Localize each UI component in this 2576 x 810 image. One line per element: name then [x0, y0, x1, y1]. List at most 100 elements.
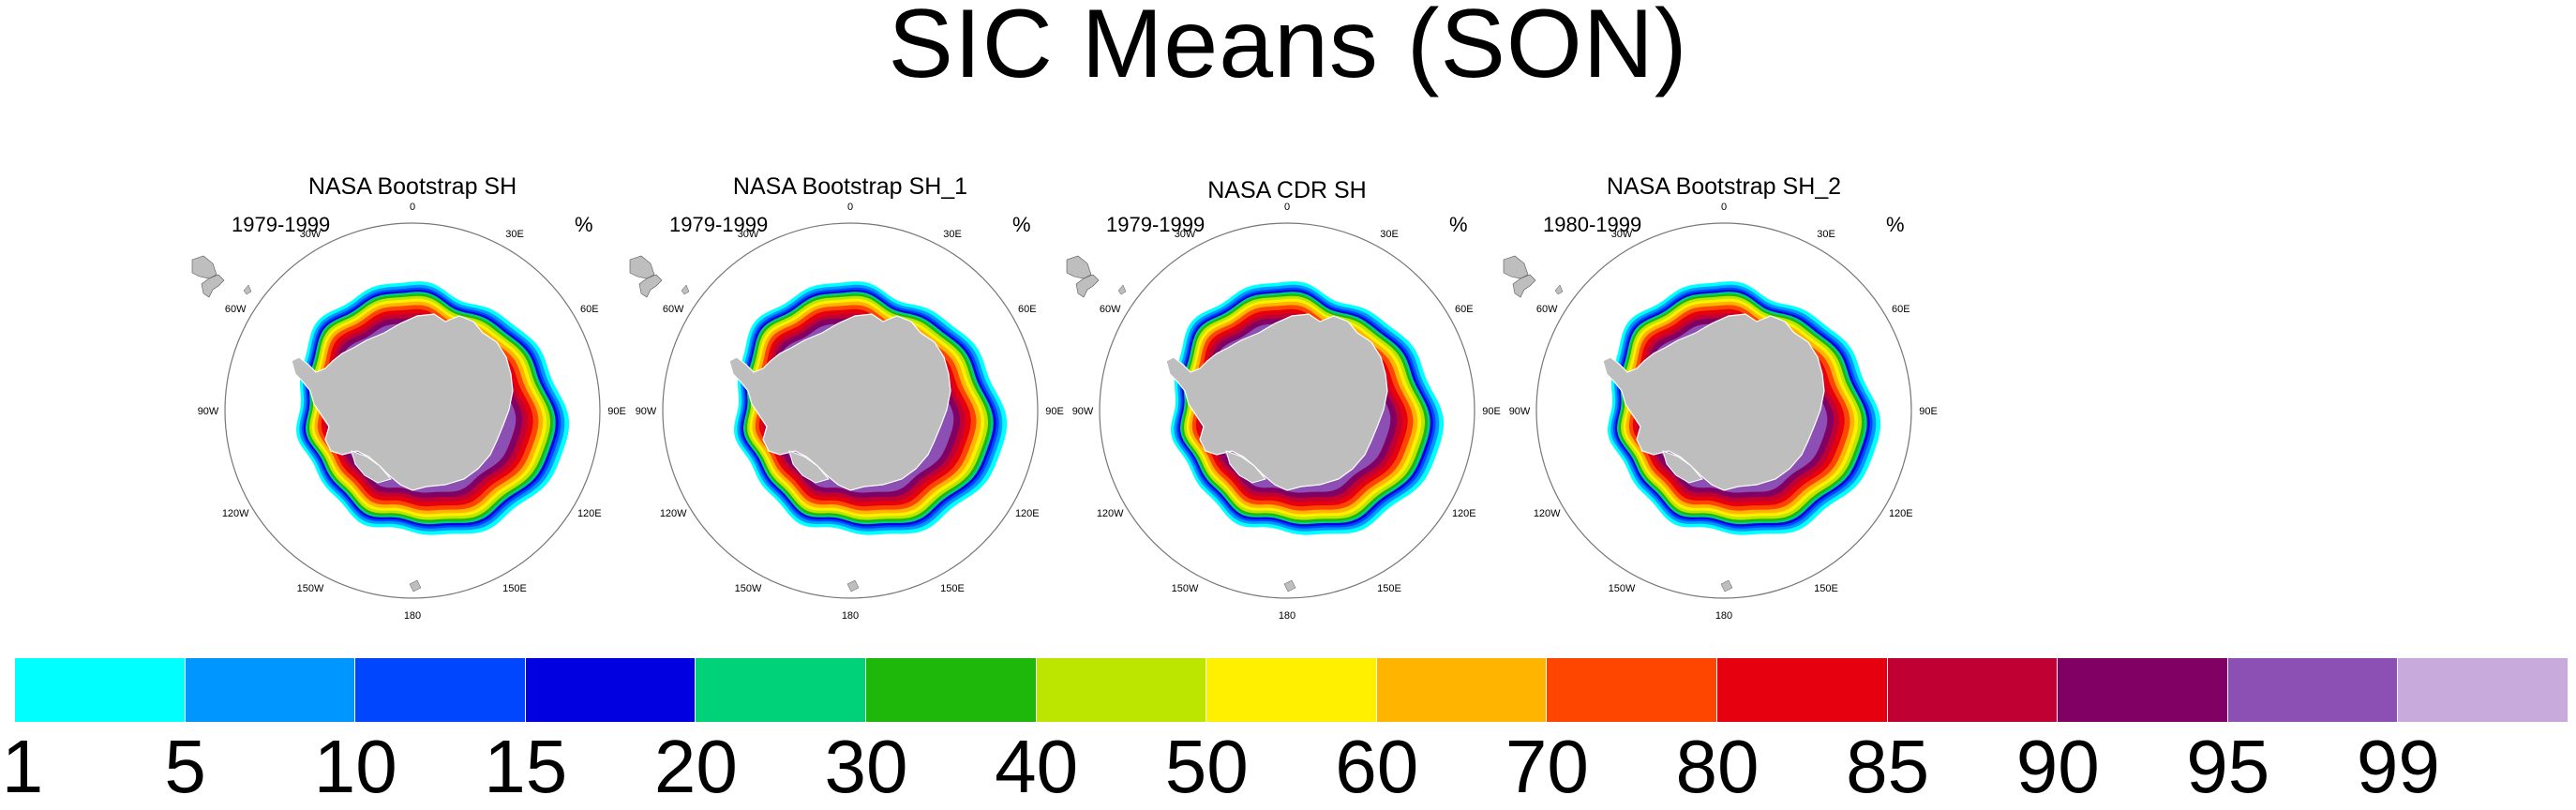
- longitude-label: 90W: [198, 406, 219, 417]
- antarctica-landmass: [291, 313, 514, 491]
- longitude-label: 150W: [297, 583, 324, 594]
- south-america-tip: [1066, 255, 1092, 279]
- longitude-label: 60E: [580, 304, 599, 315]
- figure-title: SIC Means (SON): [888, 0, 1688, 98]
- panel-units: %: [1012, 213, 1031, 236]
- colorbar-tick-label: 30: [824, 725, 908, 808]
- longitude-label: 180: [404, 610, 421, 622]
- longitude-label: 90W: [1072, 406, 1094, 417]
- longitude-label: 60E: [1455, 304, 1474, 315]
- colorbar-box: [1206, 658, 1377, 722]
- colorbar-box: [185, 658, 356, 722]
- colorbar-box: [15, 658, 186, 722]
- colorbar-tick-label: 5: [164, 725, 206, 808]
- colorbar-box: [355, 658, 526, 722]
- longitude-label: 60W: [1536, 304, 1558, 315]
- island: [1117, 284, 1127, 295]
- map-boundary-circle: [1535, 222, 1912, 599]
- longitude-label: 120E: [1015, 508, 1040, 519]
- south-america-tip: [629, 255, 655, 279]
- longitude-label: 30E: [1380, 229, 1399, 240]
- polar-stereographic-map: 0 30E 60E 90E 120E 150E 180 150W 120W 90W 60W 30W: [1503, 202, 1938, 622]
- colorbar-box: [2058, 658, 2228, 722]
- colorbar-labels: 1 5 10 15 20 30 40 50 60 70 80 85 90 95 99: [0, 724, 2576, 808]
- longitude-label: 150E: [940, 583, 965, 594]
- longitude-label: 0: [410, 202, 415, 213]
- south-america-tip: [1503, 255, 1529, 279]
- longitude-label: 180: [842, 610, 859, 622]
- longitude-label: 150E: [1814, 583, 1838, 594]
- antarctic-peninsula: [201, 274, 225, 298]
- colorbar-box: [525, 658, 696, 722]
- panel-units: %: [1886, 213, 1905, 236]
- panel-title: NASA Bootstrap SH_2: [1606, 173, 1842, 200]
- longitude-label: 30W: [738, 229, 759, 240]
- longitude-label: 60E: [1018, 304, 1037, 315]
- longitude-label: 180: [1715, 610, 1732, 622]
- colorbar-tick-label: 90: [2015, 725, 2100, 808]
- longitude-label: 0: [1721, 202, 1727, 213]
- colorbar-box: [1887, 658, 2059, 722]
- colorbar-tick-label: 85: [1846, 725, 1930, 808]
- panel-title: NASA Bootstrap SH: [307, 173, 517, 200]
- colorbar-tick-label: 20: [653, 725, 738, 808]
- colorbar-box: [866, 658, 1037, 722]
- map-panel-4: NASA Bootstrap SH_2 1980-1999 % 0 30E 60E 9…: [1503, 173, 1944, 622]
- colorbar-box: [2398, 658, 2569, 722]
- colorbar-box: [1547, 658, 1717, 722]
- longitude-label: 90W: [636, 406, 657, 417]
- longitude-label: 60W: [663, 304, 684, 315]
- longitude-label: 30W: [1175, 229, 1196, 240]
- colorbar-tick-label: 99: [2356, 725, 2440, 808]
- antarctica-landmass: [1602, 313, 1825, 491]
- longitude-label: 150W: [735, 583, 762, 594]
- longitude-label: 120E: [577, 508, 602, 519]
- panel-title: NASA CDR SH: [1207, 177, 1367, 203]
- longitude-label: 150W: [1609, 583, 1636, 594]
- island: [1720, 579, 1733, 592]
- antarctica-landmass: [1165, 313, 1388, 491]
- longitude-label: 30W: [300, 229, 322, 240]
- island: [681, 284, 690, 295]
- map-panel-1: NASA Bootstrap SH 1979-1999 % 0 30E 60E 90E…: [191, 173, 633, 622]
- longitude-label: 120W: [1097, 508, 1124, 519]
- longitude-label: 0: [1284, 202, 1290, 213]
- longitude-label: 30E: [505, 229, 524, 240]
- colorbar-tick-label: 60: [1335, 725, 1419, 808]
- panel-period: 1979-1999: [1106, 213, 1206, 236]
- longitude-label: 30E: [943, 229, 962, 240]
- polar-stereographic-map: 0 30E 60E 90E 120E 150E 180 150W 120W 90W 60W 30W: [1066, 202, 1501, 622]
- longitude-label: 90E: [1045, 406, 1064, 417]
- panel-title: NASA Bootstrap SH_1: [732, 173, 968, 200]
- colorbar-tick-label: 80: [1675, 725, 1760, 808]
- longitude-label: 0: [847, 202, 853, 213]
- longitude-label: 60W: [225, 304, 247, 315]
- longitude-label: 120W: [1534, 508, 1561, 519]
- longitude-label: 150E: [1377, 583, 1401, 594]
- longitude-label: 90E: [607, 406, 626, 417]
- map-boundary-circle: [1099, 222, 1475, 599]
- longitude-label: 120W: [660, 508, 687, 519]
- colorbar-box: [2227, 658, 2399, 722]
- panel-period: 1979-1999: [669, 213, 769, 236]
- colorbar-tick-label: 70: [1505, 725, 1589, 808]
- map-boundary-circle: [662, 222, 1039, 599]
- island: [409, 579, 422, 592]
- longitude-label: 90E: [1919, 406, 1938, 417]
- ice-shelf: [788, 450, 830, 484]
- panel-period: 1980-1999: [1543, 213, 1642, 236]
- panel-units: %: [575, 213, 593, 236]
- longitude-label: 90W: [1509, 406, 1531, 417]
- island: [1554, 284, 1564, 295]
- panel-period: 1979-1999: [232, 213, 331, 236]
- antarctic-peninsula: [638, 274, 663, 298]
- map-panel-2: NASA Bootstrap SH_1 1979-1999 % 0 30E 60E 9…: [629, 173, 1071, 622]
- longitude-label: 150E: [502, 583, 527, 594]
- longitude-label: 120W: [222, 508, 249, 519]
- map-boundary-circle: [224, 222, 601, 599]
- colorbar-tick-label: 15: [484, 725, 568, 808]
- island: [243, 284, 252, 295]
- south-america-tip: [191, 255, 217, 279]
- colorbar-box: [1717, 658, 1888, 722]
- panel-units: %: [1449, 213, 1468, 236]
